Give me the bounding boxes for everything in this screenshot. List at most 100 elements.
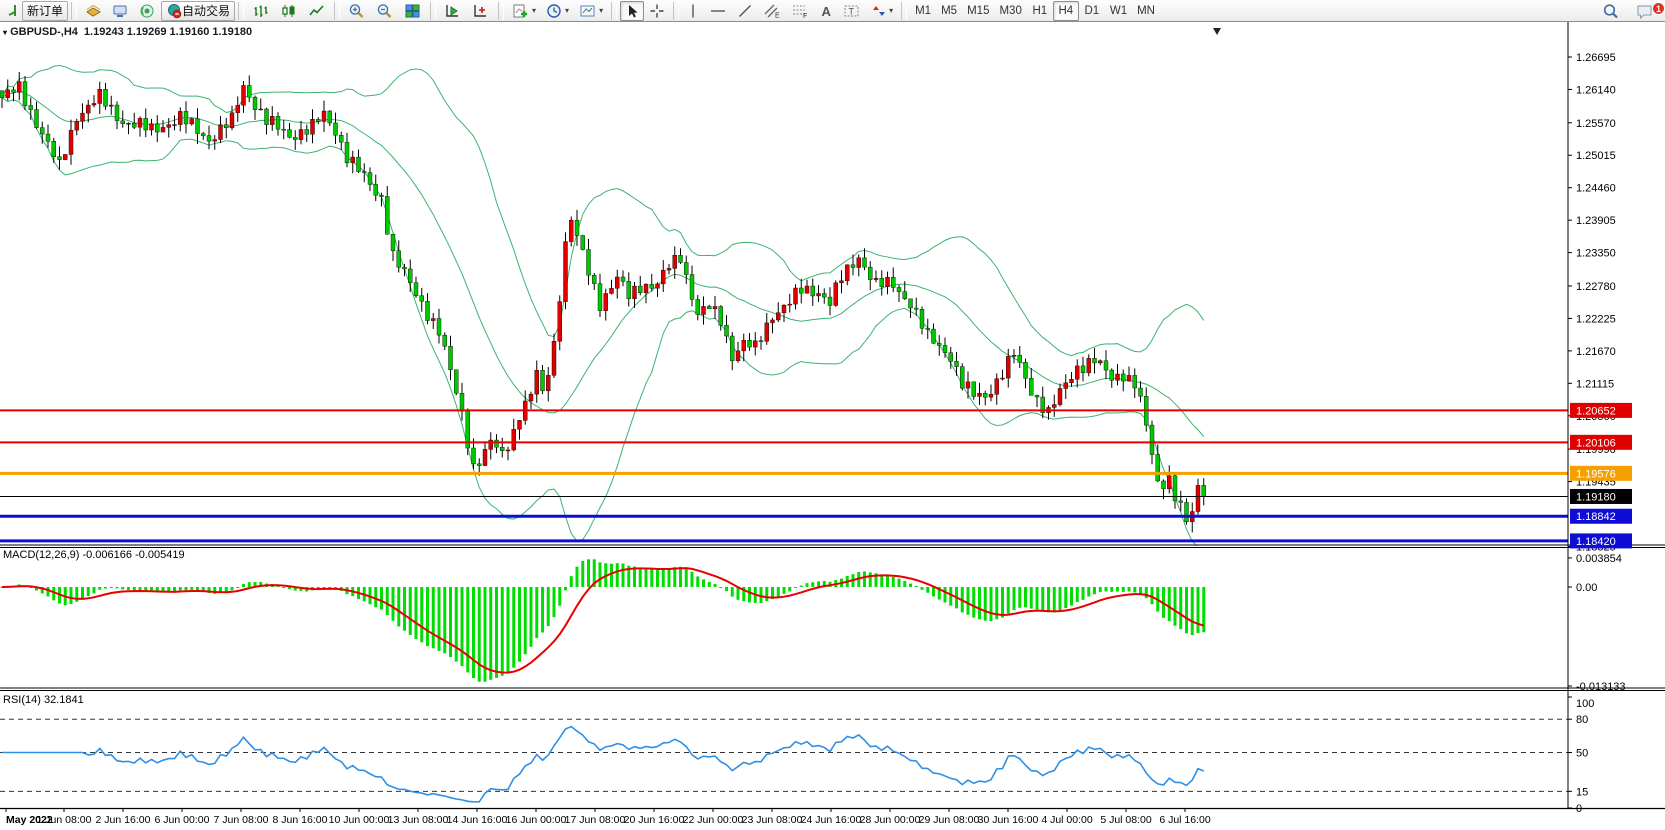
price-tick-label: 1.22780 [1576,281,1616,293]
chevron-down-icon: ▾ [532,6,537,15]
chat-button[interactable]: 1 [1631,1,1665,21]
templates-icon [580,5,595,16]
bollinger-bands [1,64,1205,546]
time-tick-label: 10 Jun 00:00 [329,814,390,826]
price-badge-label: 1.19576 [1576,468,1616,480]
candle-chart-button[interactable] [275,1,303,21]
timeframe-mn-button[interactable]: MN [1137,4,1155,17]
time-tick-label: 22 Jun 00:00 [683,814,744,826]
rsi-axis: 100 80 50 15 0 [1568,696,1594,815]
auto-trading-button[interactable]: 自动交易 [161,0,236,21]
add-indicator-button[interactable]: ▾ [507,1,541,21]
rsi-tick-label: 0 [1576,803,1582,815]
terminal-button[interactable] [107,1,134,21]
price-badge [1570,508,1632,524]
text-label-tool-button[interactable]: T [838,1,866,21]
toolbar-separator [430,1,437,20]
time-tick-label: 28 Jun 00:00 [860,814,921,826]
toolbar-separator [71,1,78,20]
new-order-button[interactable]: 新订单 [22,0,69,21]
search-button[interactable] [1597,1,1625,21]
crosshair-icon [650,4,664,17]
periods-button[interactable]: ▾ [541,1,574,21]
timeframe-m15-button[interactable]: M15 [967,4,990,17]
candles [0,72,1206,533]
history-center-button[interactable] [80,1,107,21]
price-badge-label: 1.19180 [1576,491,1616,503]
chevron-down-icon: ▾ [599,6,604,15]
bar-chart-button[interactable] [247,1,275,21]
rsi-tick-label: 15 [1576,786,1588,798]
chart-canvas[interactable]: 1.26695 1.26140 1.25570 1.25015 1.24460 1.239… [0,22,1665,830]
timeframe-w1-button[interactable]: W1 [1109,4,1128,17]
timeframe-d1-button[interactable]: D1 [1084,4,1100,17]
toolbar-right: 1 [1597,0,1665,22]
time-tick-label: 5 Jul 08:00 [1100,814,1152,826]
chat-icon [1637,5,1652,19]
timeframe-m5-button[interactable]: M5 [941,4,958,17]
timeframe-h4-button[interactable]: H4 [1052,0,1079,21]
price-tick-label: 1.25570 [1576,118,1616,130]
cursor-tool-button[interactable] [620,0,645,21]
chart-stub-icon [2,1,22,21]
periods-clock-icon [547,3,561,18]
text-icon: A [822,4,832,19]
bar-chart-icon [254,5,268,17]
time-tick-label: 1 Jun 08:00 [37,814,92,826]
toolbar-separator [901,1,908,20]
arrows-icon [873,5,886,16]
zoom-out-button[interactable] [371,1,399,21]
time-tick-label: 30 Jun 16:00 [978,814,1039,826]
chart-title: ▾ GBPUSD-,H4 1.19243 1.19269 1.19160 1.19… [3,26,252,38]
time-tick-label: 24 Jun 16:00 [801,814,862,826]
macd-tick-label: 0.003854 [1576,553,1622,565]
time-tick-label: 23 Jun 08:00 [742,814,803,826]
timeframe-m1-button[interactable]: M1 [915,4,932,17]
timeframe-m30-button[interactable]: M30 [999,4,1022,17]
horizontal-line-tool-button[interactable] [704,1,732,21]
candle-chart-icon [282,4,295,17]
tile-windows-icon [405,4,420,17]
rsi-tick-label: 80 [1576,714,1588,726]
time-tick-label: May 2022 [6,814,53,826]
line-chart-button[interactable] [303,1,331,21]
trendline-tool-button[interactable] [732,1,758,21]
toolbar-separator [673,1,680,20]
chart-shift-marker[interactable] [1213,28,1221,35]
time-tick-label: 20 Jun 16:00 [624,814,685,826]
signals-button[interactable] [134,1,161,21]
channel-tool-button[interactable]: E [758,1,786,21]
time-tick-label: 8 Jun 16:00 [273,814,328,826]
chart-symbol: GBPUSD-,H4 [10,26,78,38]
fibonacci-tool-button[interactable]: F [786,1,814,21]
arrows-tool-button[interactable]: ▾ [866,1,898,21]
price-badge-label: 1.20652 [1576,405,1616,417]
svg-text:T: T [849,6,855,16]
rsi-line [2,725,1205,803]
text-label-icon: T [844,5,859,16]
templates-button[interactable]: ▾ [574,1,608,21]
macd-tick-label: 0.00 [1576,582,1597,594]
new-order-label: 新订单 [27,4,64,18]
price-axis[interactable]: 1.26695 1.26140 1.25570 1.25015 1.24460 1.239… [1568,52,1632,553]
time-tick-label: 29 Jun 08:00 [919,814,980,826]
price-tick-label: 1.24460 [1576,183,1616,195]
price-badge-label: 1.18842 [1576,511,1616,523]
chevron-down-icon: ▾ [565,6,570,15]
vertical-line-tool-button[interactable] [682,1,704,21]
text-tool-button[interactable]: A [814,1,838,21]
macd-tick-label: -0.013133 [1576,681,1626,693]
zoom-in-button[interactable] [343,1,371,21]
time-tick-label: 4 Jul 00:00 [1041,814,1093,826]
profile-add-button[interactable] [467,1,495,21]
crosshair-tool-button[interactable] [644,1,670,21]
time-tick-label: 7 Jun 08:00 [214,814,269,826]
profile-play-button[interactable] [439,1,467,21]
price-tick-label: 1.23350 [1576,248,1616,260]
toolbar-separator [334,1,341,20]
tile-windows-button[interactable] [399,1,427,21]
timeframe-h1-button[interactable]: H1 [1032,4,1048,17]
toolbar-separator [238,1,245,20]
